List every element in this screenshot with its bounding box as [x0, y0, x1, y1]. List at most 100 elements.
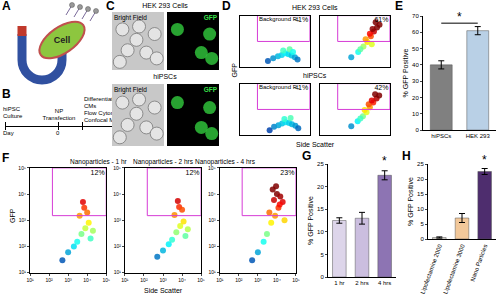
html-text:H: H	[402, 149, 411, 163]
html-text:hiPSC Culture: hiPSC Culture	[3, 106, 23, 119]
svg-text:10¹: 10¹	[216, 277, 224, 283]
svg-text:10¹: 10¹	[19, 269, 27, 275]
svg-text:10²: 10²	[45, 277, 53, 283]
svg-text:10: 10	[417, 206, 424, 212]
svg-text:10⁵: 10⁵	[208, 165, 216, 171]
svg-text:<1%: <1%	[294, 16, 308, 23]
svg-text:Cell: Cell	[54, 35, 71, 45]
html-text:Flow Cytometry & Confocal Micr: Flow Cytometry & Confocal Microscopy	[84, 110, 140, 123]
svg-text:30: 30	[412, 78, 419, 84]
svg-text:Lipofectamine 2000: Lipofectamine 2000	[420, 243, 444, 295]
svg-text:70: 70	[412, 13, 419, 19]
svg-text:40: 40	[412, 62, 419, 68]
svg-text:12%: 12%	[185, 169, 199, 176]
svg-text:25: 25	[317, 161, 324, 167]
svg-text:Background FL: Background FL	[259, 16, 300, 22]
svg-text:Background FL: Background FL	[259, 84, 300, 90]
svg-text:5: 5	[420, 221, 424, 227]
svg-text:5: 5	[320, 252, 324, 258]
svg-text:20: 20	[417, 176, 424, 182]
svg-text:10²: 10²	[140, 277, 148, 283]
html-text:Differentiation into hiPSC-CMs: Differentiation into hiPSC-CMs	[84, 96, 153, 109]
svg-text:10⁵: 10⁵	[197, 277, 205, 283]
svg-text:10⁵: 10⁵	[292, 277, 300, 283]
svg-text:10⁴: 10⁴	[208, 191, 216, 197]
html-text:G: G	[302, 149, 312, 163]
svg-text:10¹: 10¹	[121, 277, 129, 283]
svg-text:10⁴: 10⁴	[18, 191, 26, 197]
svg-text:10³: 10³	[209, 217, 217, 223]
svg-text:20: 20	[317, 184, 324, 190]
svg-text:HEK 293: HEK 293	[466, 133, 491, 139]
svg-text:HEK 293 Cells: HEK 293 Cells	[292, 4, 338, 11]
html-text:E: E	[395, 0, 403, 13]
html-text:C: C	[106, 0, 115, 13]
svg-text:23%: 23%	[280, 169, 294, 176]
svg-text:10¹: 10¹	[26, 277, 34, 283]
svg-text:GFP: GFP	[9, 208, 16, 223]
svg-text:<1%: <1%	[294, 84, 308, 91]
html-text:A: A	[2, 0, 11, 13]
svg-text:10²: 10²	[235, 277, 243, 283]
svg-text:10⁵: 10⁵	[113, 165, 121, 171]
svg-text:10³: 10³	[159, 277, 167, 283]
svg-text:1 hr: 1 hr	[334, 280, 344, 286]
svg-text:10⁴: 10⁴	[273, 277, 281, 283]
svg-text:GFP: GFP	[231, 63, 238, 78]
svg-text:60: 60	[412, 29, 419, 35]
svg-text:10¹: 10¹	[114, 269, 122, 275]
svg-text:Nanoparticles - 2 hrs: Nanoparticles - 2 hrs	[133, 158, 194, 166]
svg-text:15: 15	[317, 206, 324, 212]
svg-text:25: 25	[417, 161, 424, 167]
svg-text:50: 50	[412, 46, 419, 52]
svg-text:10⁴: 10⁴	[178, 277, 186, 283]
svg-text:10¹: 10¹	[209, 269, 217, 275]
svg-text:10³: 10³	[19, 217, 27, 223]
svg-text:Side Scatter: Side Scatter	[296, 141, 335, 148]
html-text:F: F	[2, 151, 10, 165]
svg-text:hiPSCs: hiPSCs	[303, 72, 327, 79]
svg-text:10: 10	[412, 111, 419, 117]
svg-text:2 hrs: 2 hrs	[355, 280, 368, 286]
svg-text:42%: 42%	[374, 84, 388, 91]
svg-text:*: *	[482, 153, 487, 167]
html-text:D: D	[222, 0, 231, 13]
svg-text:Nanoparticles - 4 hrs: Nanoparticles - 4 hrs	[195, 158, 256, 166]
svg-text:61%: 61%	[374, 16, 388, 23]
svg-text:*: *	[457, 10, 462, 24]
svg-text:10⁴: 10⁴	[83, 277, 91, 283]
svg-text:GFP: GFP	[204, 86, 218, 93]
html-text:HEK 293 Cells: HEK 293 Cells	[142, 2, 188, 9]
svg-text:Lipofectamine 3000: Lipofectamine 3000	[442, 243, 466, 295]
svg-text:Nano Particles: Nano Particles	[469, 244, 488, 283]
svg-text:hiPSCs: hiPSCs	[431, 133, 451, 139]
svg-text:*: *	[382, 154, 387, 168]
svg-text:10⁵: 10⁵	[102, 277, 110, 283]
svg-text:10²: 10²	[114, 243, 122, 249]
svg-text:4 hrs: 4 hrs	[378, 280, 391, 286]
svg-text:% GFP Positive: % GFP Positive	[307, 196, 314, 245]
svg-text:10²: 10²	[19, 243, 27, 249]
html-text:B: B	[2, 87, 11, 101]
svg-text:GFP: GFP	[204, 14, 218, 21]
svg-text:10³: 10³	[65, 277, 73, 283]
svg-text:Bright Field: Bright Field	[114, 14, 147, 22]
svg-text:Bright Field: Bright Field	[114, 86, 147, 94]
svg-text:20: 20	[412, 95, 419, 101]
svg-text:10³: 10³	[254, 277, 262, 283]
html-text:NP Transfection: NP Transfection	[42, 108, 76, 121]
svg-text:0: 0	[320, 274, 324, 280]
svg-text:10⁵: 10⁵	[18, 165, 26, 171]
svg-text:10⁴: 10⁴	[113, 191, 121, 197]
svg-text:15: 15	[417, 191, 424, 197]
svg-text:% GFP Positive: % GFP Positive	[402, 48, 409, 97]
svg-text:0: 0	[420, 236, 424, 242]
svg-text:10³: 10³	[114, 217, 122, 223]
svg-text:12%: 12%	[91, 169, 105, 176]
svg-text:% GFP Positive: % GFP Positive	[407, 177, 414, 226]
svg-text:10²: 10²	[209, 243, 217, 249]
svg-text:Side Scatter: Side Scatter	[144, 287, 183, 294]
svg-text:10: 10	[317, 229, 324, 235]
svg-text:0: 0	[415, 127, 419, 133]
svg-text:Nanoparticles - 1 hr: Nanoparticles - 1 hr	[70, 158, 128, 166]
